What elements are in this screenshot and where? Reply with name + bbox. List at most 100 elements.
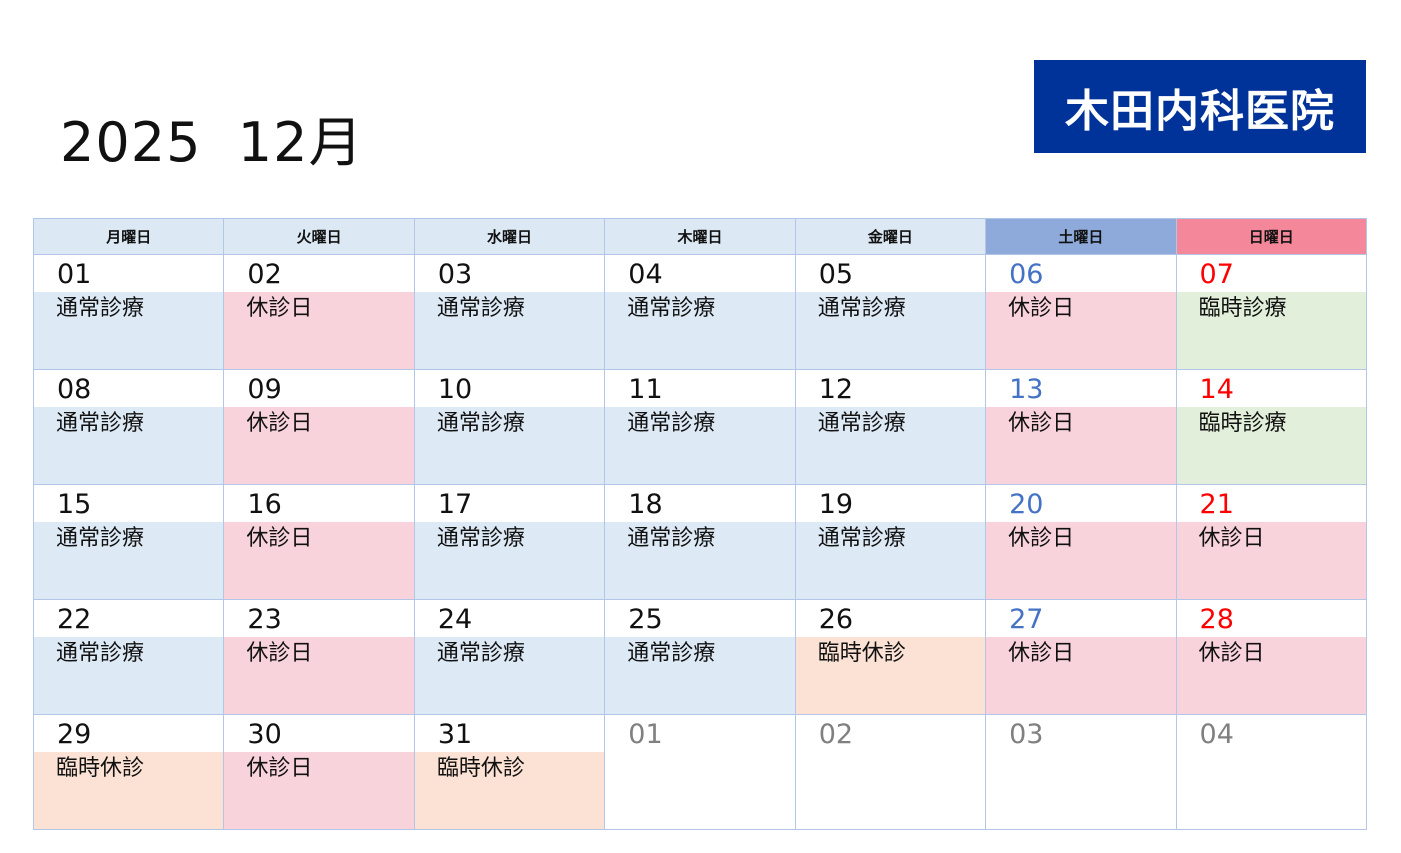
day-number: 19 (795, 485, 986, 522)
day-status: 通常診療 (414, 637, 605, 714)
week-row: 15 通常診療 16 休診日 17 通常診療 18 通常診療 19 通常診療 20 休診日 21 休診日 (32, 484, 1368, 600)
day-number: 26 (795, 600, 986, 637)
day-cell[interactable]: 04 通常診療 (604, 254, 796, 370)
day-cell[interactable]: 31 臨時休診 (413, 714, 606, 830)
weekday-header: 土曜日 (985, 218, 1177, 255)
day-number: 14 (1176, 370, 1366, 407)
day-cell[interactable]: 10 通常診療 (413, 369, 606, 485)
day-status: 通常診療 (414, 407, 605, 484)
day-cell[interactable]: 02 休診日 (223, 254, 415, 370)
day-status: 休診日 (986, 407, 1176, 484)
day-cell[interactable]: 22 通常診療 (32, 599, 225, 715)
day-status (986, 752, 1176, 829)
day-status: 通常診療 (605, 292, 795, 369)
day-status: 通常診療 (795, 292, 986, 369)
day-status: 休診日 (224, 752, 414, 829)
day-status: 休診日 (224, 522, 414, 599)
day-cell[interactable]: 05 通常診療 (794, 254, 987, 370)
day-cell[interactable]: 19 通常診療 (794, 484, 987, 600)
day-status: 臨時休診 (795, 637, 986, 714)
day-cell[interactable]: 29 臨時休診 (32, 714, 225, 830)
day-cell[interactable]: 12 通常診療 (794, 369, 987, 485)
day-cell[interactable]: 17 通常診療 (413, 484, 606, 600)
day-number: 17 (414, 485, 605, 522)
weekday-header: 月曜日 (32, 218, 225, 255)
day-status (1176, 752, 1366, 829)
day-cell[interactable]: 18 通常診療 (604, 484, 796, 600)
day-number: 24 (414, 600, 605, 637)
day-status: 通常診療 (605, 637, 795, 714)
week-row: 29 臨時休診 30 休診日 31 臨時休診 01 02 03 04 (32, 714, 1368, 830)
day-number: 03 (986, 715, 1176, 752)
day-cell[interactable]: 24 通常診療 (413, 599, 606, 715)
day-number: 21 (1176, 485, 1366, 522)
day-number: 12 (795, 370, 986, 407)
day-number: 01 (605, 715, 795, 752)
day-cell[interactable]: 08 通常診療 (32, 369, 225, 485)
month-title: 2025 12月 (60, 111, 364, 174)
day-cell[interactable]: 11 通常診療 (604, 369, 796, 485)
day-cell[interactable]: 30 休診日 (223, 714, 415, 830)
day-cell[interactable]: 21 休診日 (1175, 484, 1368, 600)
day-status: 通常診療 (605, 522, 795, 599)
day-cell[interactable]: 16 休診日 (223, 484, 415, 600)
day-number: 28 (1176, 600, 1366, 637)
day-cell[interactable]: 03 (985, 714, 1177, 830)
day-number: 11 (605, 370, 795, 407)
clinic-logo: 木田内科医院 (1034, 60, 1366, 153)
day-status: 臨時休診 (414, 752, 605, 829)
day-number: 25 (605, 600, 795, 637)
day-status: 休診日 (1176, 637, 1366, 714)
day-cell[interactable]: 26 臨時休診 (794, 599, 987, 715)
day-cell[interactable]: 01 (604, 714, 796, 830)
day-status: 通常診療 (414, 292, 605, 369)
day-number: 09 (224, 370, 414, 407)
day-cell[interactable]: 23 休診日 (223, 599, 415, 715)
day-status: 通常診療 (34, 522, 224, 599)
day-status: 休診日 (986, 637, 1176, 714)
day-number: 01 (34, 255, 224, 292)
day-cell[interactable]: 20 休診日 (985, 484, 1177, 600)
day-cell[interactable]: 04 (1175, 714, 1368, 830)
day-status (605, 752, 795, 829)
day-status: 臨時診療 (1176, 407, 1366, 484)
day-number: 05 (795, 255, 986, 292)
day-cell[interactable]: 06 休診日 (985, 254, 1177, 370)
day-cell[interactable]: 07 臨時診療 (1175, 254, 1368, 370)
day-cell[interactable]: 15 通常診療 (32, 484, 225, 600)
day-number: 29 (34, 715, 224, 752)
calendar-grid: 月曜日 火曜日 水曜日 木曜日 金曜日 土曜日 日曜日 01 通常診療 02 休診日 03 通常診療 0… (32, 218, 1368, 830)
day-status (795, 752, 986, 829)
day-number: 16 (224, 485, 414, 522)
day-cell[interactable]: 01 通常診療 (32, 254, 225, 370)
week-row: 08 通常診療 09 休診日 10 通常診療 11 通常診療 12 通常診療 13 休診日 14 臨時診療 (32, 369, 1368, 485)
day-status: 通常診療 (34, 292, 224, 369)
day-cell[interactable]: 03 通常診療 (413, 254, 606, 370)
day-cell[interactable]: 27 休診日 (985, 599, 1177, 715)
day-status: 臨時休診 (34, 752, 224, 829)
day-cell[interactable]: 02 (794, 714, 987, 830)
day-cell[interactable]: 13 休診日 (985, 369, 1177, 485)
day-number: 08 (34, 370, 224, 407)
day-status: 通常診療 (795, 407, 986, 484)
day-number: 22 (34, 600, 224, 637)
week-row: 01 通常診療 02 休診日 03 通常診療 04 通常診療 05 通常診療 06 休診日 07 臨時診療 (32, 254, 1368, 370)
weekday-header: 火曜日 (223, 218, 415, 255)
day-cell[interactable]: 09 休診日 (223, 369, 415, 485)
day-status: 休診日 (224, 407, 414, 484)
weekday-header: 日曜日 (1175, 218, 1368, 255)
weekday-header: 金曜日 (794, 218, 987, 255)
day-status: 通常診療 (795, 522, 986, 599)
day-status: 休診日 (1176, 522, 1366, 599)
day-cell[interactable]: 25 通常診療 (604, 599, 796, 715)
day-status: 臨時診療 (1176, 292, 1366, 369)
day-number: 02 (795, 715, 986, 752)
day-number: 04 (1176, 715, 1366, 752)
day-cell[interactable]: 28 休診日 (1175, 599, 1368, 715)
week-row: 22 通常診療 23 休診日 24 通常診療 25 通常診療 26 臨時休診 27 休診日 28 休診日 (32, 599, 1368, 715)
day-number: 15 (34, 485, 224, 522)
day-status: 通常診療 (34, 637, 224, 714)
day-number: 27 (986, 600, 1176, 637)
day-cell[interactable]: 14 臨時診療 (1175, 369, 1368, 485)
day-number: 31 (414, 715, 605, 752)
